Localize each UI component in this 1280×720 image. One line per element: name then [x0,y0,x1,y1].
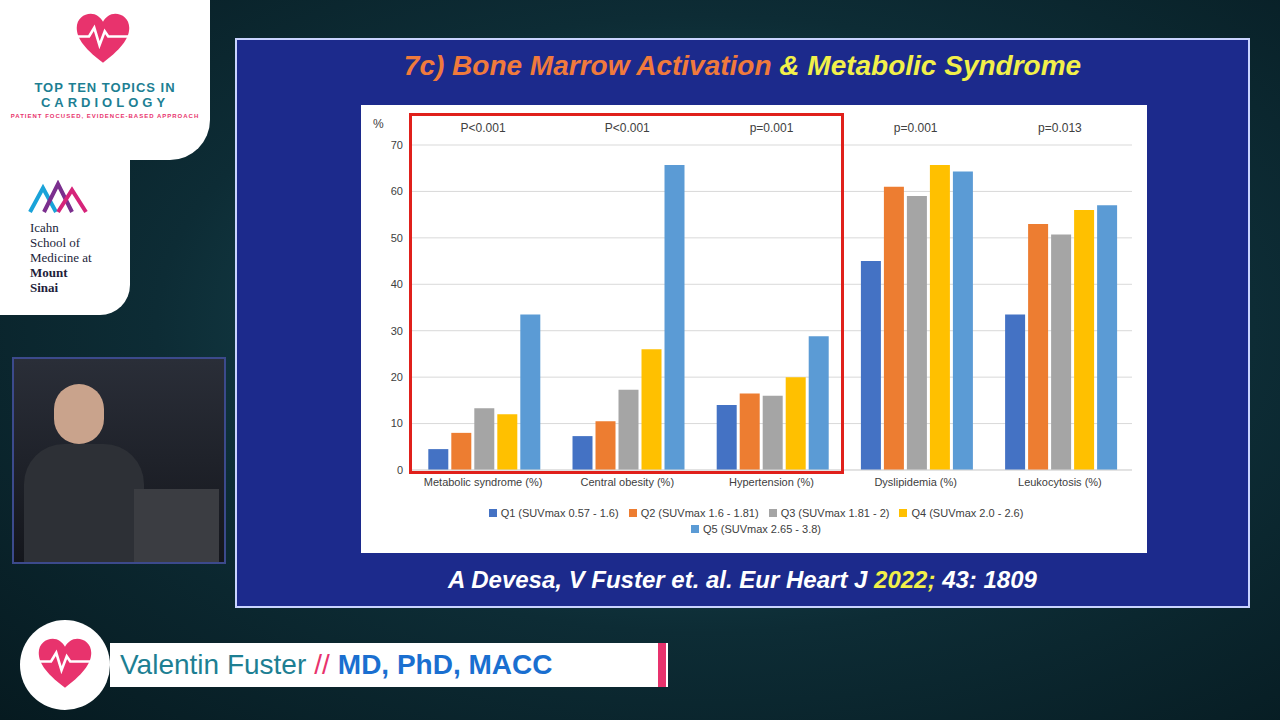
html-text:Q4 (SUVmax 2.0 - 2.6): Q4 (SUVmax 2.0 - 2.6) [911,507,1024,519]
svg-text:30: 30 [391,325,403,337]
html-text:Q3 (SUVmax 1.81 - 2): Q3 (SUVmax 1.81 - 2) [780,507,890,519]
svg-text:Dyslipidemia (%): Dyslipidemia (%) [874,476,957,488]
svg-text:Central obesity (%): Central obesity (%) [581,476,675,488]
html-text:p=0.001: p=0.001 [893,121,938,135]
html-text:7c) Bone Marrow Activation & M: 7c) Bone Marrow Activation & Metabolic S… [403,50,1082,81]
html-text:p=0.013: p=0.013 [1038,121,1082,135]
svg-text:40: 40 [391,278,403,290]
html-text:P<0.001: P<0.001 [460,121,506,135]
html-text:Sinai: Sinai [30,280,59,295]
svg-text:0: 0 [397,464,403,476]
html-text:p=0.001: p=0.001 [749,121,794,135]
svg-text:Metabolic syndrome (%): Metabolic syndrome (%) [424,476,543,488]
svg-text:10: 10 [391,417,403,429]
html-text:A Devesa, V Fuster et. al. Eur: A Devesa, V Fuster et. al. Eur Heart J 2… [448,566,1037,593]
svg-text:50: 50 [391,232,403,244]
html-text:Icahn: Icahn [30,220,59,235]
html-text:Q1 (SUVmax 0.57 - 1.6): Q1 (SUVmax 0.57 - 1.6) [500,507,619,519]
svg-text:20: 20 [391,371,403,383]
html-text:Valentin Fuster // MD, PhD, MA: Valentin Fuster // MD, PhD, MACC [120,649,553,680]
html-text:P<0.001: P<0.001 [604,121,650,135]
html-text:PATIENT FOCUSED, EVIDENCE-BASE: PATIENT FOCUSED, EVIDENCE-BASED APPROACH [10,113,200,119]
svg-text:Leukocytosis (%): Leukocytosis (%) [1018,476,1102,488]
svg-text:70: 70 [391,139,403,151]
html-text:Medicine at: Medicine at [30,250,92,265]
html-text:School of: School of [30,235,81,250]
html-text:Q2 (SUVmax 1.6 - 1.81): Q2 (SUVmax 1.6 - 1.81) [640,507,759,519]
html-text:TOP TEN TOPICS IN: TOP TEN TOPICS IN [34,80,176,95]
html-text:Q5 (SUVmax 2.65 - 3.8): Q5 (SUVmax 2.65 - 3.8) [703,523,821,535]
html-text:CARDIOLOGY: CARDIOLOGY [40,95,170,110]
svg-text:Hypertension (%): Hypertension (%) [729,476,814,488]
svg-text:60: 60 [391,185,403,197]
html-text:Mount: Mount [30,265,68,280]
